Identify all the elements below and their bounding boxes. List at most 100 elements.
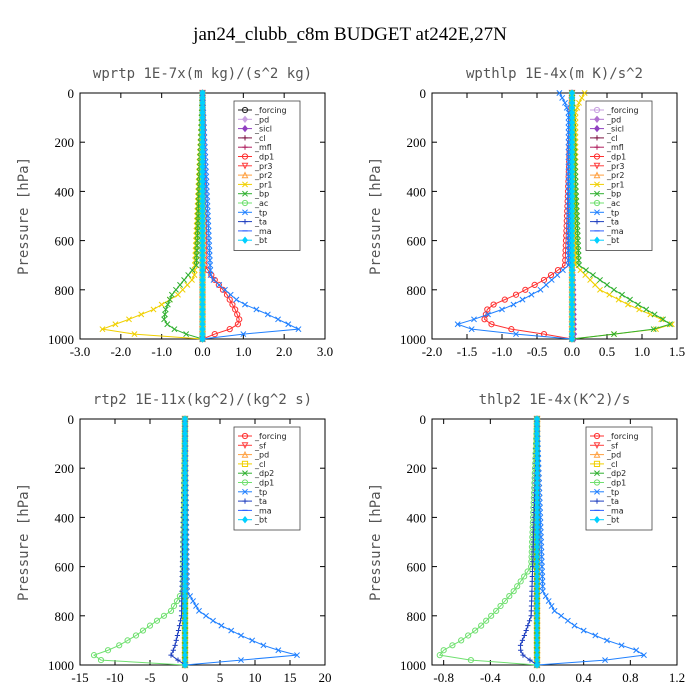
data-point — [175, 657, 181, 663]
y-tick-label: 400 — [55, 510, 75, 525]
legend-label: _sicl — [606, 125, 624, 134]
data-point — [643, 306, 650, 313]
data-point — [207, 267, 214, 274]
legend-item: _tp — [590, 208, 619, 217]
legend-marker — [241, 199, 249, 207]
data-point — [506, 593, 513, 600]
data-point — [285, 321, 292, 328]
data-point — [193, 603, 199, 609]
data-point — [203, 173, 210, 180]
y-tick-label: 400 — [407, 510, 427, 525]
data-point — [194, 237, 201, 244]
legend-label: _pd — [606, 451, 621, 460]
data-point — [183, 331, 190, 338]
data-point — [525, 623, 531, 629]
legend-label: _cl — [254, 460, 266, 469]
y-tick-label: 400 — [407, 184, 427, 199]
panel-1: wprtp 1E-7x(m kg)/(s^2 kg) Pressure [hPa]… — [16, 66, 333, 359]
data-point — [542, 593, 549, 600]
legend-label: _pr1 — [254, 180, 272, 189]
data-point — [189, 267, 196, 274]
data-point — [562, 99, 568, 106]
data-point — [539, 568, 546, 575]
legend-marker — [242, 488, 248, 495]
panel-title: wpthlp 1E-4x(m K)/s^2 — [466, 66, 643, 82]
series-bt — [569, 89, 575, 343]
data-point — [467, 656, 474, 664]
y-tick-label: 200 — [407, 135, 427, 150]
legend-label: _pd — [606, 115, 621, 124]
legend-label: _pd — [254, 451, 269, 460]
data-point — [611, 331, 617, 338]
legend-marker — [594, 135, 600, 141]
legend-marker — [593, 479, 601, 486]
data-point — [539, 588, 546, 595]
data-point — [578, 94, 585, 101]
data-point — [139, 627, 147, 634]
data-point — [204, 198, 211, 205]
legend-marker — [594, 470, 600, 477]
data-point — [179, 286, 186, 293]
data-point — [548, 603, 555, 609]
data-point — [191, 272, 198, 278]
data-point — [194, 217, 201, 224]
data-point — [565, 208, 572, 215]
data-point — [164, 301, 171, 308]
data-point — [529, 593, 535, 599]
legend-label: _ma — [254, 227, 272, 236]
legend-marker — [593, 171, 601, 179]
data-point — [104, 647, 112, 654]
x-tick-label: -10 — [106, 670, 123, 685]
data-point — [175, 291, 181, 298]
data-point — [574, 232, 581, 239]
data-point — [193, 217, 200, 224]
data-point — [527, 657, 533, 663]
series-line — [100, 92, 203, 340]
series-line — [456, 92, 573, 340]
legend-marker — [242, 115, 248, 123]
data-point — [193, 257, 200, 264]
y-tick-label: 1000 — [400, 658, 426, 673]
legend-marker — [241, 479, 249, 486]
data-point — [205, 232, 212, 239]
x-tick-label: 1.5 — [669, 344, 685, 359]
legend-label: _tp — [254, 208, 267, 217]
data-point — [207, 272, 214, 278]
legend-label: _pr3 — [254, 162, 272, 171]
data-point — [203, 612, 209, 619]
legend-item: _ta — [590, 218, 619, 227]
data-point — [576, 262, 582, 269]
data-point — [565, 109, 572, 116]
data-point — [146, 622, 154, 629]
data-point — [164, 321, 171, 328]
series-bt — [534, 415, 540, 669]
data-point — [583, 267, 589, 274]
y-axis-label: Pressure [hPa] — [368, 483, 384, 601]
legend-label: _ac — [606, 199, 620, 208]
data-point — [240, 331, 247, 338]
y-tick-label: 200 — [55, 461, 75, 476]
data-point — [650, 326, 657, 333]
panel-title: wprtp 1E-7x(m kg)/(s^2 kg) — [93, 66, 312, 82]
legend-label: _ta — [254, 218, 267, 227]
data-point — [508, 326, 515, 333]
y-tick-label: 800 — [55, 609, 75, 624]
data-point — [294, 652, 300, 659]
data-point — [559, 267, 566, 274]
data-point — [543, 281, 550, 288]
y-tick-label: 600 — [407, 234, 427, 249]
y-tick-label: 1000 — [48, 332, 74, 347]
data-point — [565, 232, 572, 239]
legend-label: _ac — [254, 199, 268, 208]
legend-item: _pd — [590, 115, 621, 124]
data-point — [168, 291, 175, 298]
data-point — [510, 301, 517, 308]
legend-marker — [241, 432, 249, 440]
legend-item: _cl — [238, 460, 266, 469]
legend-marker — [594, 209, 600, 216]
x-tick-label: 0.0 — [529, 670, 545, 685]
data-point — [168, 652, 174, 658]
data-point — [537, 529, 544, 536]
data-point — [185, 272, 192, 278]
data-point — [193, 262, 200, 269]
